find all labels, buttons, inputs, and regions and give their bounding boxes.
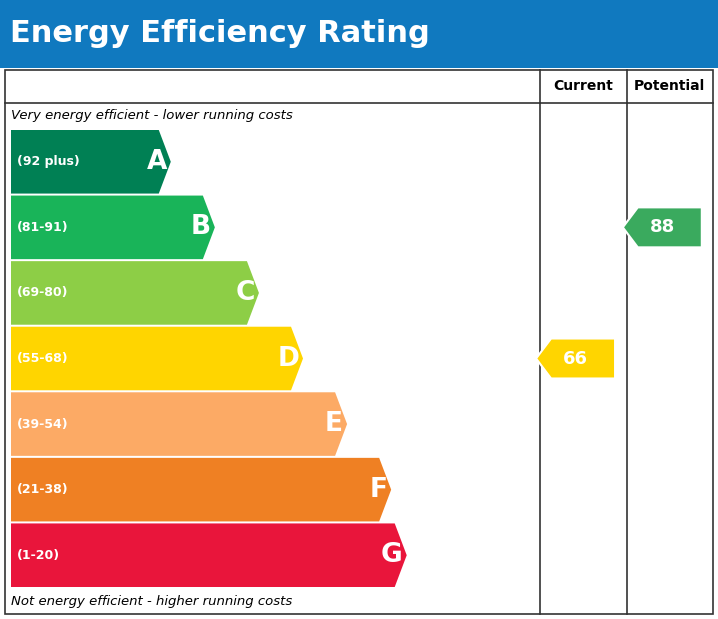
Polygon shape <box>623 207 701 248</box>
Text: Not energy efficient - higher running costs: Not energy efficient - higher running co… <box>11 594 292 607</box>
Text: Very energy efficient - lower running costs: Very energy efficient - lower running co… <box>11 110 293 123</box>
Text: (1-20): (1-20) <box>17 548 60 561</box>
Polygon shape <box>11 327 303 391</box>
Text: C: C <box>236 280 255 306</box>
Text: E: E <box>325 411 343 437</box>
Polygon shape <box>11 261 259 325</box>
Polygon shape <box>11 196 215 259</box>
Text: (92 plus): (92 plus) <box>17 155 80 168</box>
Text: D: D <box>277 345 299 371</box>
Text: A: A <box>146 149 167 175</box>
Text: F: F <box>369 477 387 503</box>
Text: 88: 88 <box>650 219 675 236</box>
Text: (21-38): (21-38) <box>17 483 69 496</box>
Text: (69-80): (69-80) <box>17 287 68 300</box>
Text: Current: Current <box>553 79 613 93</box>
Polygon shape <box>11 392 347 456</box>
Text: (39-54): (39-54) <box>17 418 69 431</box>
Polygon shape <box>536 339 615 378</box>
Text: (81-91): (81-91) <box>17 221 69 234</box>
Bar <box>5 70 713 614</box>
Polygon shape <box>11 524 406 587</box>
Text: (55-68): (55-68) <box>17 352 69 365</box>
Bar <box>0 0 718 68</box>
Text: Energy Efficiency Rating: Energy Efficiency Rating <box>10 20 430 48</box>
Text: G: G <box>381 542 403 568</box>
Text: B: B <box>191 214 211 240</box>
Polygon shape <box>11 458 391 521</box>
Polygon shape <box>11 130 171 194</box>
Text: Potential: Potential <box>634 79 706 93</box>
Text: 66: 66 <box>563 350 588 368</box>
